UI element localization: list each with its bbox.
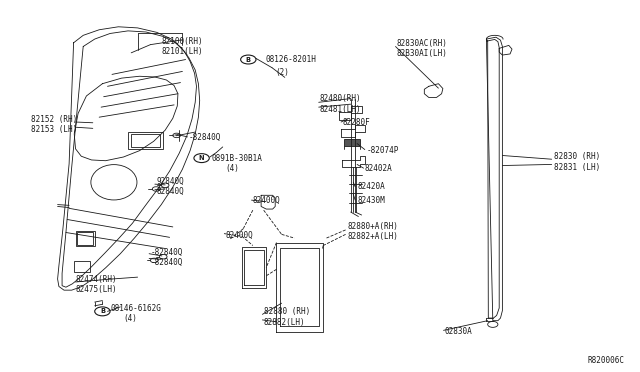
Text: (2): (2) xyxy=(275,68,289,77)
Bar xyxy=(344,139,360,146)
Text: 92840Q
82840Q: 92840Q 82840Q xyxy=(157,177,184,196)
Bar xyxy=(77,232,93,245)
Bar xyxy=(131,134,160,147)
Text: R820006C: R820006C xyxy=(587,356,624,365)
Text: -82840Q
-82840Q: -82840Q -82840Q xyxy=(150,248,183,267)
Text: -82074P: -82074P xyxy=(367,146,399,155)
Text: (4): (4) xyxy=(225,164,239,173)
Text: 82880 (RH)
82882(LH): 82880 (RH) 82882(LH) xyxy=(264,307,310,327)
Text: 08126-8201H: 08126-8201H xyxy=(266,55,316,64)
Text: B: B xyxy=(246,57,251,62)
Text: 08146-6162G: 08146-6162G xyxy=(110,304,161,313)
Text: 82152 (RH)
82153 (LH): 82152 (RH) 82153 (LH) xyxy=(31,115,77,134)
Text: 82880+A(RH)
82882+A(LH): 82880+A(RH) 82882+A(LH) xyxy=(348,222,398,241)
Text: 82402A: 82402A xyxy=(365,164,392,173)
Text: N: N xyxy=(199,155,204,161)
Text: 02830A: 02830A xyxy=(445,327,472,336)
Text: B: B xyxy=(100,308,105,314)
Text: 82280F: 82280F xyxy=(342,118,370,127)
Text: 0891B-30B1A: 0891B-30B1A xyxy=(211,154,262,163)
Text: 82420A: 82420A xyxy=(357,182,385,191)
Text: 82430M: 82430M xyxy=(357,196,385,205)
Text: 82480(RH)
82481(LH): 82480(RH) 82481(LH) xyxy=(320,94,362,114)
Text: 82400Q: 82400Q xyxy=(225,231,253,240)
Text: 82100(RH)
82101(LH): 82100(RH) 82101(LH) xyxy=(161,37,204,56)
Bar xyxy=(74,261,90,272)
Text: -82840Q: -82840Q xyxy=(189,133,221,142)
Bar xyxy=(76,231,95,246)
Text: (4): (4) xyxy=(124,314,138,323)
Text: 82400Q: 82400Q xyxy=(253,196,280,205)
Bar xyxy=(128,132,163,149)
Text: 82474(RH)
82475(LH): 82474(RH) 82475(LH) xyxy=(76,275,117,294)
Text: 82830AC(RH)
82B30AI(LH): 82830AC(RH) 82B30AI(LH) xyxy=(397,39,447,58)
Text: 82830 (RH)
82831 (LH): 82830 (RH) 82831 (LH) xyxy=(554,152,600,171)
